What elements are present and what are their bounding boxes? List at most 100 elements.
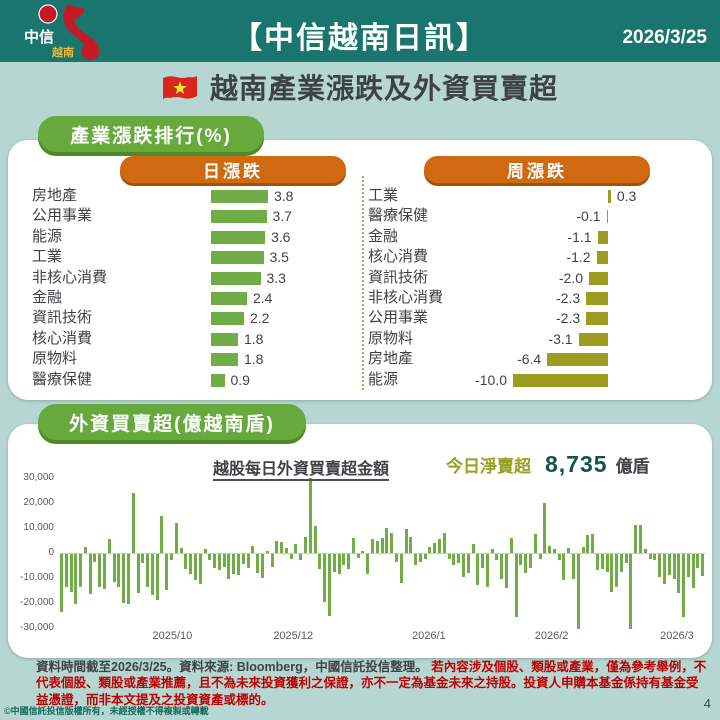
sector-label: 工業	[32, 248, 63, 266]
flow-bar	[375, 540, 379, 553]
sector-value: -1.1	[567, 228, 592, 245]
flow-bar	[485, 554, 489, 587]
flow-bar	[562, 554, 566, 581]
flow-bar	[155, 554, 159, 601]
sector-label: 原物料	[32, 350, 78, 368]
rank-row: 醫療保健 -0.1	[368, 206, 702, 226]
flow-bar	[179, 548, 183, 553]
weekly-change-header: 周漲跌	[424, 156, 650, 183]
y-axis-tick: 10,000	[23, 522, 54, 533]
flow-bar	[399, 554, 403, 583]
flow-bar	[60, 554, 63, 612]
flow-bar	[677, 554, 681, 593]
flow-bar	[672, 554, 676, 579]
rank-row: 醫療保健 0.9	[32, 370, 354, 390]
flow-bar	[232, 554, 236, 574]
flow-bar	[366, 554, 370, 574]
flow-bar	[294, 544, 298, 553]
sector-label: 核心消費	[32, 329, 93, 347]
flow-bar	[213, 554, 217, 568]
sector-label: 能源	[368, 370, 399, 388]
sector-label: 能源	[32, 227, 63, 245]
flow-bar	[131, 493, 135, 553]
flow-bar	[299, 554, 303, 561]
sector-bar	[547, 353, 608, 367]
sector-bar	[596, 251, 608, 265]
flow-bar	[270, 554, 274, 567]
flow-bar	[337, 554, 341, 574]
flow-bar	[141, 554, 145, 563]
flow-bar	[347, 554, 351, 569]
sector-bar	[586, 312, 608, 326]
flow-bar	[610, 554, 614, 592]
rank-row: 核心消費 1.8	[32, 329, 354, 349]
logo-brand-text: 中信	[24, 29, 55, 46]
sector-bar	[211, 230, 265, 244]
flow-bar	[174, 523, 178, 553]
vietnam-flag-icon	[162, 75, 197, 99]
flow-bar	[605, 554, 609, 572]
net-sell-unit: 億盾	[615, 457, 650, 476]
rank-row: 核心消費 -1.2	[368, 247, 702, 267]
rank-row: 原物料 -3.1	[368, 329, 702, 349]
sector-value: -3.1	[548, 330, 573, 347]
sector-bar	[586, 291, 608, 305]
x-axis-tick: 2026/1	[412, 630, 446, 642]
flow-bar	[452, 554, 456, 566]
flow-bar	[184, 554, 188, 569]
sector-rank-panel-title: 產業漲跌排行(%)	[38, 116, 264, 152]
foreign-flow-chart: 30,000 20,000 10,000 0 -10,000 -20,000 -30,000…	[0, 472, 720, 654]
flow-bar	[696, 554, 700, 568]
sector-value: -10.0	[475, 371, 507, 388]
sector-bar	[578, 332, 608, 346]
flow-bar	[600, 554, 604, 569]
sector-value: -6.4	[517, 351, 542, 368]
flow-bar	[595, 554, 599, 571]
flow-bar	[409, 536, 413, 553]
sector-bar	[589, 271, 608, 285]
flow-bar	[461, 554, 465, 577]
rank-row: 公用事業 3.7	[32, 206, 354, 226]
flow-bar	[275, 540, 279, 553]
report-date: 2026/3/25	[622, 27, 707, 48]
flow-bar	[466, 554, 470, 573]
flow-bar	[552, 549, 556, 553]
rank-row: 資訊技術 -2.0	[368, 268, 702, 288]
sector-value: 3.6	[271, 228, 291, 245]
sector-value: 3.5	[269, 249, 289, 266]
net-sell-value: 8,735	[545, 451, 608, 477]
flow-bar	[495, 554, 499, 561]
sector-value: -2.0	[558, 269, 583, 286]
flow-bar	[423, 554, 427, 559]
flow-bar	[624, 554, 628, 563]
flow-bar	[457, 554, 461, 563]
sector-value: -1.2	[566, 249, 591, 266]
logo-sub-text: 越南	[52, 47, 74, 59]
sector-bar	[606, 210, 608, 224]
sector-bar	[211, 373, 225, 387]
footer-disclaimer: 資料時間截至2026/3/25。資料來源: Bloomberg，中國信託投信整理…	[0, 659, 720, 708]
header-bar: 中信 越南 【中信越南日訊】 2026/3/25	[0, 0, 720, 62]
flow-bar	[476, 554, 480, 586]
flow-bar	[557, 554, 561, 561]
rank-row: 非核心消費 -2.3	[368, 288, 702, 308]
flow-bar	[265, 550, 269, 553]
flow-bar	[509, 538, 513, 553]
flow-bar	[394, 554, 398, 562]
sector-bar	[211, 271, 261, 285]
flow-bar	[380, 538, 384, 553]
flow-bar	[414, 554, 418, 566]
sector-label: 醫療保健	[32, 370, 93, 388]
flow-bar	[146, 554, 150, 587]
flow-bar	[524, 554, 528, 573]
foreign-flow-panel-title: 外資買賣超(億越南盾)	[38, 404, 306, 440]
flow-bar	[150, 554, 154, 596]
column-divider	[362, 176, 364, 390]
sector-bar	[211, 312, 244, 326]
sector-bar	[211, 332, 238, 346]
flow-bar	[653, 554, 657, 560]
flow-bar	[126, 554, 130, 604]
sector-bar	[211, 251, 264, 265]
flow-bar	[98, 554, 102, 587]
